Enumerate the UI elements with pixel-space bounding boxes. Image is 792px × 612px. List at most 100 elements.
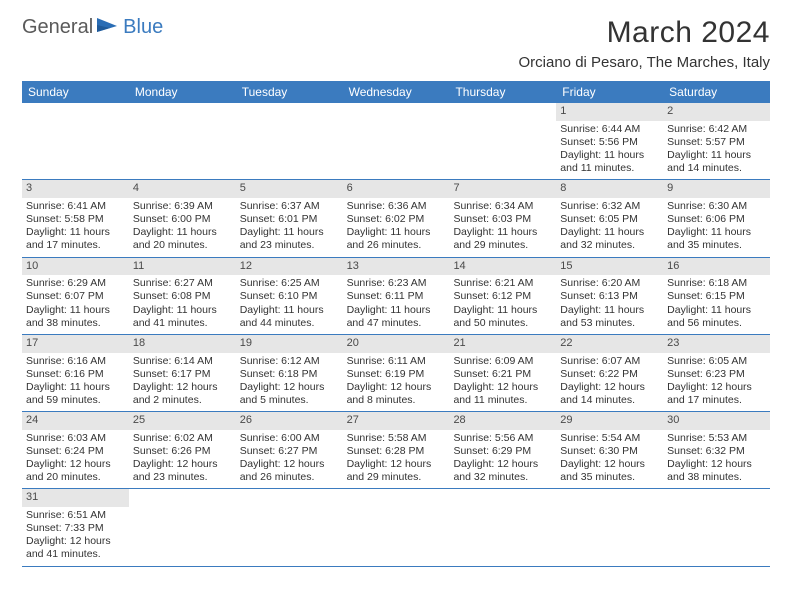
empty-cell bbox=[129, 489, 236, 565]
day-number: 25 bbox=[129, 412, 236, 430]
day-details: Sunrise: 6:41 AMSunset: 5:58 PMDaylight:… bbox=[22, 198, 129, 257]
sunrise-text: Sunrise: 6:30 AM bbox=[667, 200, 766, 213]
day-cell: 28Sunrise: 5:56 AMSunset: 6:29 PMDayligh… bbox=[449, 412, 556, 488]
sunset-text: Sunset: 6:22 PM bbox=[560, 368, 659, 381]
day-cell: 26Sunrise: 6:00 AMSunset: 6:27 PMDayligh… bbox=[236, 412, 343, 488]
sunrise-text: Sunrise: 6:41 AM bbox=[26, 200, 125, 213]
empty-cell bbox=[343, 103, 450, 179]
daylight-text: Daylight: 12 hours and 17 minutes. bbox=[667, 381, 766, 407]
sunset-text: Sunset: 6:21 PM bbox=[453, 368, 552, 381]
day-details: Sunrise: 6:25 AMSunset: 6:10 PMDaylight:… bbox=[236, 275, 343, 334]
sunrise-text: Sunrise: 6:27 AM bbox=[133, 277, 232, 290]
day-cell: 17Sunrise: 6:16 AMSunset: 6:16 PMDayligh… bbox=[22, 335, 129, 411]
day-details: Sunrise: 6:51 AMSunset: 7:33 PMDaylight:… bbox=[22, 507, 129, 566]
day-header: Tuesday bbox=[236, 81, 343, 103]
daylight-text: Daylight: 12 hours and 38 minutes. bbox=[667, 458, 766, 484]
sunrise-text: Sunrise: 6:23 AM bbox=[347, 277, 446, 290]
sunset-text: Sunset: 5:57 PM bbox=[667, 136, 766, 149]
day-header: Monday bbox=[129, 81, 236, 103]
day-cell: 11Sunrise: 6:27 AMSunset: 6:08 PMDayligh… bbox=[129, 258, 236, 334]
daylight-text: Daylight: 12 hours and 2 minutes. bbox=[133, 381, 232, 407]
day-details: Sunrise: 6:37 AMSunset: 6:01 PMDaylight:… bbox=[236, 198, 343, 257]
sunset-text: Sunset: 6:27 PM bbox=[240, 445, 339, 458]
day-cell: 25Sunrise: 6:02 AMSunset: 6:26 PMDayligh… bbox=[129, 412, 236, 488]
daylight-text: Daylight: 12 hours and 32 minutes. bbox=[453, 458, 552, 484]
day-cell: 19Sunrise: 6:12 AMSunset: 6:18 PMDayligh… bbox=[236, 335, 343, 411]
sunset-text: Sunset: 6:00 PM bbox=[133, 213, 232, 226]
day-details: Sunrise: 5:58 AMSunset: 6:28 PMDaylight:… bbox=[343, 430, 450, 489]
day-details: Sunrise: 5:54 AMSunset: 6:30 PMDaylight:… bbox=[556, 430, 663, 489]
sunset-text: Sunset: 6:16 PM bbox=[26, 368, 125, 381]
day-header-row: SundayMondayTuesdayWednesdayThursdayFrid… bbox=[22, 81, 770, 103]
day-details: Sunrise: 6:34 AMSunset: 6:03 PMDaylight:… bbox=[449, 198, 556, 257]
day-details: Sunrise: 6:36 AMSunset: 6:02 PMDaylight:… bbox=[343, 198, 450, 257]
sunset-text: Sunset: 6:11 PM bbox=[347, 290, 446, 303]
sunset-text: Sunset: 6:13 PM bbox=[560, 290, 659, 303]
daylight-text: Daylight: 11 hours and 11 minutes. bbox=[560, 149, 659, 175]
day-cell: 21Sunrise: 6:09 AMSunset: 6:21 PMDayligh… bbox=[449, 335, 556, 411]
day-details: Sunrise: 5:56 AMSunset: 6:29 PMDaylight:… bbox=[449, 430, 556, 489]
daylight-text: Daylight: 12 hours and 35 minutes. bbox=[560, 458, 659, 484]
daylight-text: Daylight: 11 hours and 23 minutes. bbox=[240, 226, 339, 252]
daylight-text: Daylight: 11 hours and 59 minutes. bbox=[26, 381, 125, 407]
title-block: March 2024 Orciano di Pesaro, The Marche… bbox=[519, 16, 771, 71]
day-details: Sunrise: 6:03 AMSunset: 6:24 PMDaylight:… bbox=[22, 430, 129, 489]
day-number: 2 bbox=[663, 103, 770, 121]
sunrise-text: Sunrise: 5:58 AM bbox=[347, 432, 446, 445]
daylight-text: Daylight: 12 hours and 26 minutes. bbox=[240, 458, 339, 484]
week-row: 1Sunrise: 6:44 AMSunset: 5:56 PMDaylight… bbox=[22, 103, 770, 180]
sunset-text: Sunset: 6:32 PM bbox=[667, 445, 766, 458]
day-details: Sunrise: 6:12 AMSunset: 6:18 PMDaylight:… bbox=[236, 353, 343, 412]
day-number: 23 bbox=[663, 335, 770, 353]
day-number: 1 bbox=[556, 103, 663, 121]
day-cell: 4Sunrise: 6:39 AMSunset: 6:00 PMDaylight… bbox=[129, 180, 236, 256]
day-cell: 23Sunrise: 6:05 AMSunset: 6:23 PMDayligh… bbox=[663, 335, 770, 411]
logo-text-2: Blue bbox=[123, 16, 163, 39]
sunrise-text: Sunrise: 6:05 AM bbox=[667, 355, 766, 368]
header: General Blue March 2024 Orciano di Pesar… bbox=[0, 0, 792, 75]
day-details: Sunrise: 6:00 AMSunset: 6:27 PMDaylight:… bbox=[236, 430, 343, 489]
day-number: 3 bbox=[22, 180, 129, 198]
empty-cell bbox=[556, 489, 663, 565]
empty-cell bbox=[343, 489, 450, 565]
day-cell: 18Sunrise: 6:14 AMSunset: 6:17 PMDayligh… bbox=[129, 335, 236, 411]
sunset-text: Sunset: 6:08 PM bbox=[133, 290, 232, 303]
day-number: 20 bbox=[343, 335, 450, 353]
daylight-text: Daylight: 11 hours and 32 minutes. bbox=[560, 226, 659, 252]
day-number: 27 bbox=[343, 412, 450, 430]
day-header: Wednesday bbox=[343, 81, 450, 103]
sunrise-text: Sunrise: 6:14 AM bbox=[133, 355, 232, 368]
day-number: 24 bbox=[22, 412, 129, 430]
day-cell: 22Sunrise: 6:07 AMSunset: 6:22 PMDayligh… bbox=[556, 335, 663, 411]
sunset-text: Sunset: 7:33 PM bbox=[26, 522, 125, 535]
day-header: Friday bbox=[556, 81, 663, 103]
day-number: 26 bbox=[236, 412, 343, 430]
day-header: Sunday bbox=[22, 81, 129, 103]
sunrise-text: Sunrise: 6:32 AM bbox=[560, 200, 659, 213]
sunrise-text: Sunrise: 6:09 AM bbox=[453, 355, 552, 368]
day-cell: 7Sunrise: 6:34 AMSunset: 6:03 PMDaylight… bbox=[449, 180, 556, 256]
day-number: 10 bbox=[22, 258, 129, 276]
day-number: 18 bbox=[129, 335, 236, 353]
daylight-text: Daylight: 12 hours and 41 minutes. bbox=[26, 535, 125, 561]
daylight-text: Daylight: 12 hours and 5 minutes. bbox=[240, 381, 339, 407]
sunrise-text: Sunrise: 6:21 AM bbox=[453, 277, 552, 290]
empty-cell bbox=[449, 489, 556, 565]
sunrise-text: Sunrise: 6:39 AM bbox=[133, 200, 232, 213]
sunset-text: Sunset: 6:18 PM bbox=[240, 368, 339, 381]
sunrise-text: Sunrise: 6:07 AM bbox=[560, 355, 659, 368]
day-details: Sunrise: 6:29 AMSunset: 6:07 PMDaylight:… bbox=[22, 275, 129, 334]
daylight-text: Daylight: 12 hours and 20 minutes. bbox=[26, 458, 125, 484]
sunrise-text: Sunrise: 5:54 AM bbox=[560, 432, 659, 445]
sunset-text: Sunset: 6:15 PM bbox=[667, 290, 766, 303]
day-details: Sunrise: 6:44 AMSunset: 5:56 PMDaylight:… bbox=[556, 121, 663, 180]
sunrise-text: Sunrise: 6:20 AM bbox=[560, 277, 659, 290]
week-row: 10Sunrise: 6:29 AMSunset: 6:07 PMDayligh… bbox=[22, 258, 770, 335]
sunset-text: Sunset: 6:10 PM bbox=[240, 290, 339, 303]
sunset-text: Sunset: 6:01 PM bbox=[240, 213, 339, 226]
day-details: Sunrise: 6:05 AMSunset: 6:23 PMDaylight:… bbox=[663, 353, 770, 412]
day-cell: 27Sunrise: 5:58 AMSunset: 6:28 PMDayligh… bbox=[343, 412, 450, 488]
sunrise-text: Sunrise: 6:11 AM bbox=[347, 355, 446, 368]
sunrise-text: Sunrise: 6:03 AM bbox=[26, 432, 125, 445]
day-number: 5 bbox=[236, 180, 343, 198]
